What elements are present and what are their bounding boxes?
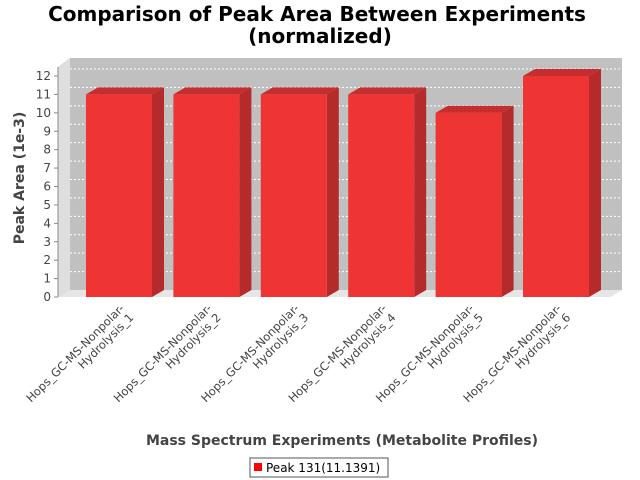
bar-front [260,94,327,298]
bar-top [173,87,252,95]
bar [86,87,164,298]
bar-front [86,94,152,298]
bar-side [589,69,601,297]
bar-top [260,87,339,95]
y-tick-label: 12 [36,69,51,83]
y-tick-label: 3 [43,235,51,249]
bar [173,87,252,298]
bar-front [523,76,589,297]
y-tick-label: 4 [43,216,51,230]
chart-title-line-1: Comparison of Peak Area Between Experime… [48,2,586,26]
legend-series-name: Peak 131(11.1391) [266,461,380,475]
plot-side-wall [58,58,70,297]
bar-top [86,87,164,95]
bar [348,87,427,298]
x-tick-label-line: Hops_GC-MS-Nonpolar- [23,301,127,405]
legend: Peak 131(11.1391) [249,457,389,478]
bar-front [173,94,240,298]
bar-top [348,87,427,95]
y-tick-label: 6 [43,180,51,194]
x-axis-tick-labels: Hops_GC-MS-Nonpolar-Hydrolysis_1Hops_GC-… [23,301,573,405]
bar-side [414,87,427,298]
bar [523,69,601,297]
y-tick-label: 11 [36,87,51,101]
bar-top [523,69,601,76]
y-tick-label: 0 [43,290,51,304]
bar [260,87,339,298]
bar-side [501,105,514,297]
y-tick-label: 9 [43,124,51,138]
bar-side [326,87,339,298]
x-axis-title: Mass Spectrum Experiments (Metabolite Pr… [146,433,538,449]
bar-front [435,112,502,297]
y-tick-label: 1 [43,272,51,286]
bars [86,69,601,298]
bar-side [152,87,164,298]
bar-top [435,105,514,113]
bar-front [348,94,415,298]
y-tick-label: 5 [43,198,51,212]
chart-title-line-2: (normalized) [248,24,392,48]
y-tick-label: 8 [43,143,51,157]
y-tick-label: 2 [43,253,51,267]
y-axis-title: Peak Area (1e-3) [12,112,28,245]
bar-side [239,87,252,298]
y-tick-label: 10 [36,106,51,120]
legend-swatch [254,463,262,471]
legend-box [249,457,389,478]
y-tick-label: 7 [43,161,51,175]
bar [435,105,514,297]
